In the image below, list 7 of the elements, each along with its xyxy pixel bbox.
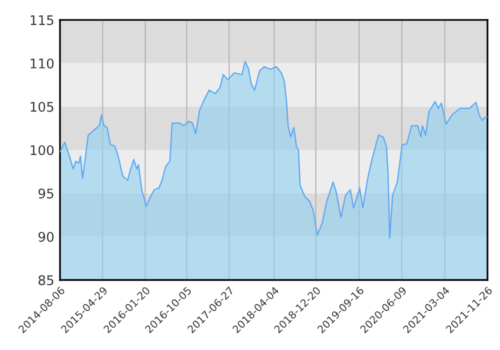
y-tick-label: 100 bbox=[30, 145, 54, 156]
y-tick-label: 95 bbox=[38, 188, 54, 199]
y-tick-label: 115 bbox=[30, 15, 54, 26]
y-tick-label: 110 bbox=[30, 58, 54, 68]
y-tick-label: 105 bbox=[30, 102, 54, 112]
y-tick-label: 85 bbox=[38, 275, 54, 286]
y-tick-label: 90 bbox=[38, 232, 54, 242]
